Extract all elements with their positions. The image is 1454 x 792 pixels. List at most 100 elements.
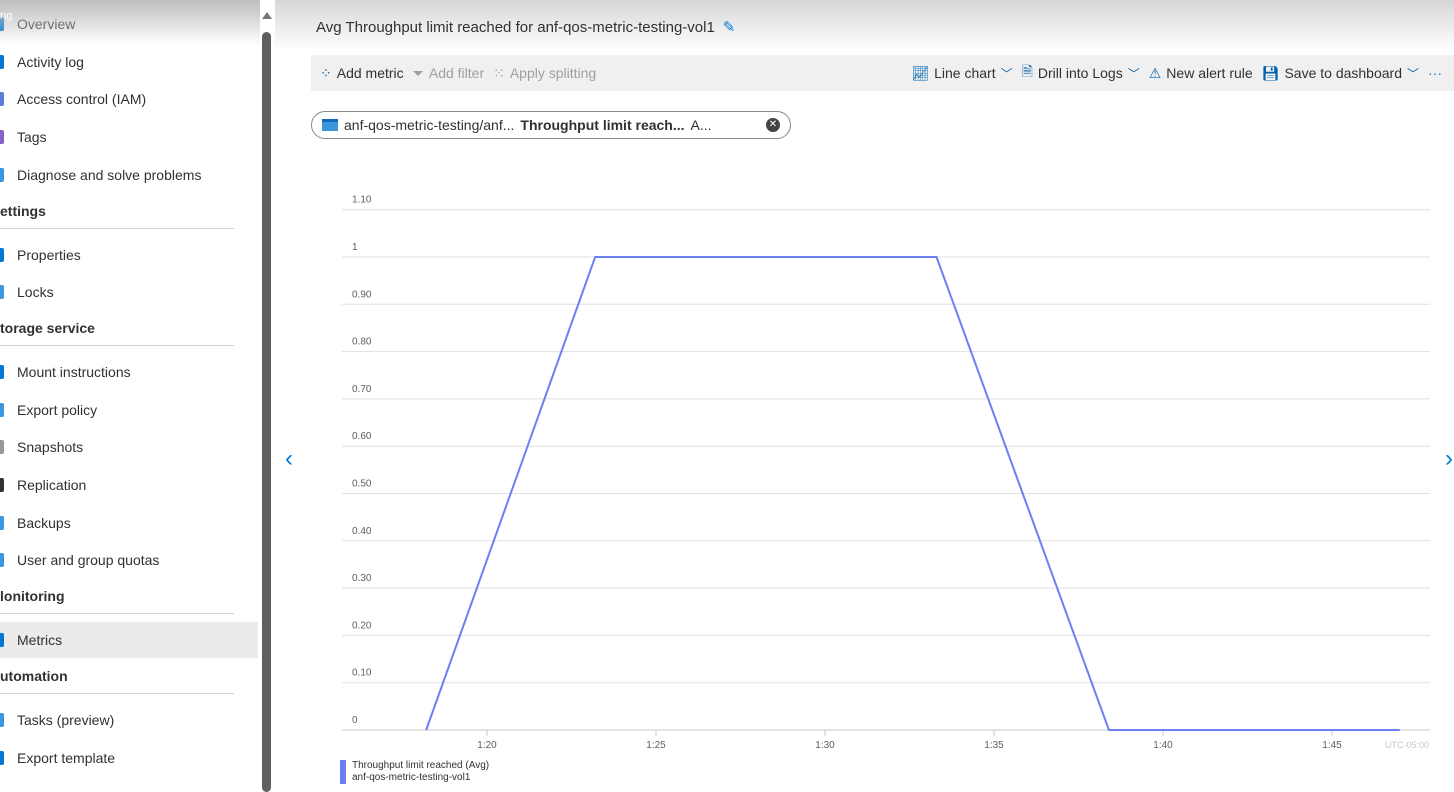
sidebar-item-label: Backups — [17, 514, 71, 531]
pill-resource: anf-qos-metric-testing/anf... — [344, 117, 515, 133]
y-tick-label: 1.10 — [352, 195, 372, 206]
sidebar-item-label: Properties — [17, 246, 81, 263]
add-metric-icon: ⁘ — [320, 64, 332, 81]
sidebar-item-mount-instructions[interactable]: Mount instructions — [0, 354, 258, 390]
data-point — [1108, 729, 1110, 731]
metric-pill[interactable]: anf-qos-metric-testing/anf... Throughput… — [311, 111, 791, 139]
menu-item-icon — [0, 478, 4, 492]
sidebar-item-label: Activity log — [17, 53, 84, 70]
x-tick-label: 1:30 — [815, 740, 835, 751]
add-metric-label: Add metric — [336, 65, 404, 81]
sidebar-item-access-control-iam[interactable]: Access control (IAM) — [0, 81, 258, 117]
sidebar-item-replication[interactable]: Replication — [0, 467, 258, 503]
sidebar-item-export-policy[interactable]: Export policy — [0, 392, 258, 428]
apply-splitting-button[interactable]: ⁙ Apply splitting — [493, 65, 596, 82]
data-point — [425, 729, 427, 731]
x-tick-label: 1:20 — [477, 740, 497, 751]
alert-icon: ⚠︎ — [1148, 64, 1162, 81]
sidebar-item-tags[interactable]: Tags — [0, 119, 258, 155]
menu-item-icon — [0, 440, 4, 455]
add-filter-button[interactable]: ⏷ Add filter — [413, 65, 484, 82]
menu-item-icon — [0, 285, 4, 300]
sidebar-item-label: Overview — [17, 16, 76, 32]
scroll-up-icon[interactable] — [262, 12, 272, 19]
sidebar-item-label: Diagnose and solve problems — [17, 166, 202, 183]
save-icon: 💾︎ — [1261, 64, 1280, 81]
y-tick-label: 0.10 — [352, 668, 372, 679]
sidebar-item-locks[interactable]: Locks — [0, 274, 258, 310]
x-tick-label: 1:35 — [984, 740, 1004, 751]
line-chart: 0 0.10 0.20 0.30 0.40 0.50 0.60 0.70 0.80 0.90 1 1.… — [342, 195, 1430, 751]
sidebar-item-label: Replication — [17, 477, 87, 493]
new-alert-label: New alert rule — [1166, 65, 1253, 81]
filter-icon: ⏷ — [412, 64, 424, 81]
next-time-arrow-icon[interactable]: › — [1445, 445, 1453, 472]
data-point — [1399, 729, 1401, 731]
sidebar-item-label: Mount instructions — [17, 363, 131, 380]
x-tick-label: 1:25 — [646, 740, 666, 751]
menu-item-icon — [0, 130, 4, 145]
y-tick-label: 1 — [352, 242, 358, 253]
apply-splitting-label: Apply splitting — [509, 65, 597, 81]
more-button[interactable]: ··· — [1428, 65, 1442, 81]
sidebar-section-header: ettings — [0, 203, 234, 229]
menu-item-icon — [0, 167, 4, 182]
sidebar-scrollbar[interactable] — [260, 0, 275, 792]
sidebar-item-label: Export template — [17, 749, 116, 766]
menu-item-icon — [0, 247, 4, 262]
sidebar-item-label: Snapshots — [17, 439, 84, 456]
chart-title[interactable]: Avg Throughput limit reached for anf-qos… — [316, 18, 736, 37]
legend-series-resource: anf-qos-metric-testing-vol1 — [352, 772, 471, 783]
netapp-volume-icon — [322, 119, 338, 131]
scrollbar-thumb[interactable] — [262, 32, 271, 792]
chart-legend[interactable]: Throughput limit reached (Avg) anf-qos-m… — [340, 760, 489, 784]
edit-pencil-icon[interactable]: ✎ — [722, 19, 736, 36]
sidebar-item-metrics[interactable]: Metrics — [0, 622, 258, 659]
y-tick-label: 0.50 — [352, 479, 372, 490]
timezone-label: UTC-05:00 — [1385, 740, 1429, 750]
data-point — [594, 256, 596, 258]
sidebar-item-user-and-group-quotas[interactable]: User and group quotas — [0, 542, 258, 578]
sidebar-item-label: Export policy — [17, 401, 98, 418]
y-tick-label: 0.30 — [352, 573, 372, 584]
drill-into-logs-dropdown[interactable]: 🗎︎ Drill into Logs ﹀ — [1022, 61, 1140, 85]
sidebar-item-overview[interactable]: Overview — [0, 6, 258, 42]
chart-toolbar: ⁘ Add metric ⏷ Add filter ⁙ Apply splitting… — [311, 55, 1454, 91]
previous-time-arrow-icon[interactable]: ‹ — [285, 445, 293, 472]
sidebar-item-label: Locks — [17, 284, 54, 301]
y-tick-label: 0 — [352, 715, 358, 726]
sidebar-item-export-template[interactable]: Export template — [0, 740, 258, 776]
sidebar-item-label: Metrics — [17, 632, 63, 649]
menu-item-icon — [0, 54, 4, 69]
save-dashboard-label: Save to dashboard — [1284, 65, 1402, 81]
data-point — [936, 256, 938, 258]
sidebar-item-backups[interactable]: Backups — [0, 505, 258, 541]
sidebar-item-snapshots[interactable]: Snapshots — [0, 429, 258, 465]
line-chart-dropdown[interactable]: 📈︎ Line chart ﹀ — [911, 65, 1012, 82]
y-tick-label: 0.60 — [352, 431, 372, 442]
y-tick-label: 0.90 — [352, 289, 372, 300]
menu-item-icon — [0, 515, 4, 530]
pill-metric: Throughput limit reach... — [520, 117, 685, 133]
sidebar-item-properties[interactable]: Properties — [0, 237, 258, 273]
y-tick-label: 0.20 — [352, 620, 372, 631]
sidebar-header-fragment: ng — [0, 10, 13, 22]
add-metric-button[interactable]: ⁘ Add metric — [320, 65, 404, 82]
logs-icon: 🗎︎ — [1021, 63, 1033, 79]
sidebar-item-label: Access control (IAM) — [17, 91, 147, 108]
sidebar-item-diagnose-and-solve-problems[interactable]: Diagnose and solve problems — [0, 157, 258, 193]
menu-item-icon — [0, 553, 4, 568]
sidebar-item-tasks-preview[interactable]: Tasks (preview) — [0, 702, 258, 738]
sidebar-section-header: torage service — [0, 320, 234, 346]
sidebar-item-activity-log[interactable]: Activity log — [0, 44, 258, 80]
menu-item-icon — [0, 712, 4, 727]
y-tick-label: 0.40 — [352, 526, 372, 537]
chevron-down-icon: ﹀ — [1127, 66, 1140, 81]
splitting-icon: ⁙ — [493, 64, 505, 81]
menu-item-icon — [0, 402, 4, 417]
new-alert-rule-button[interactable]: ⚠︎ New alert rule — [1149, 65, 1253, 82]
save-to-dashboard-dropdown[interactable]: 💾︎ Save to dashboard ﹀ — [1262, 65, 1419, 82]
sidebar-item-label: Tags — [17, 129, 47, 146]
menu-item-icon — [0, 633, 4, 648]
remove-metric-icon[interactable]: ✕ — [766, 118, 780, 132]
